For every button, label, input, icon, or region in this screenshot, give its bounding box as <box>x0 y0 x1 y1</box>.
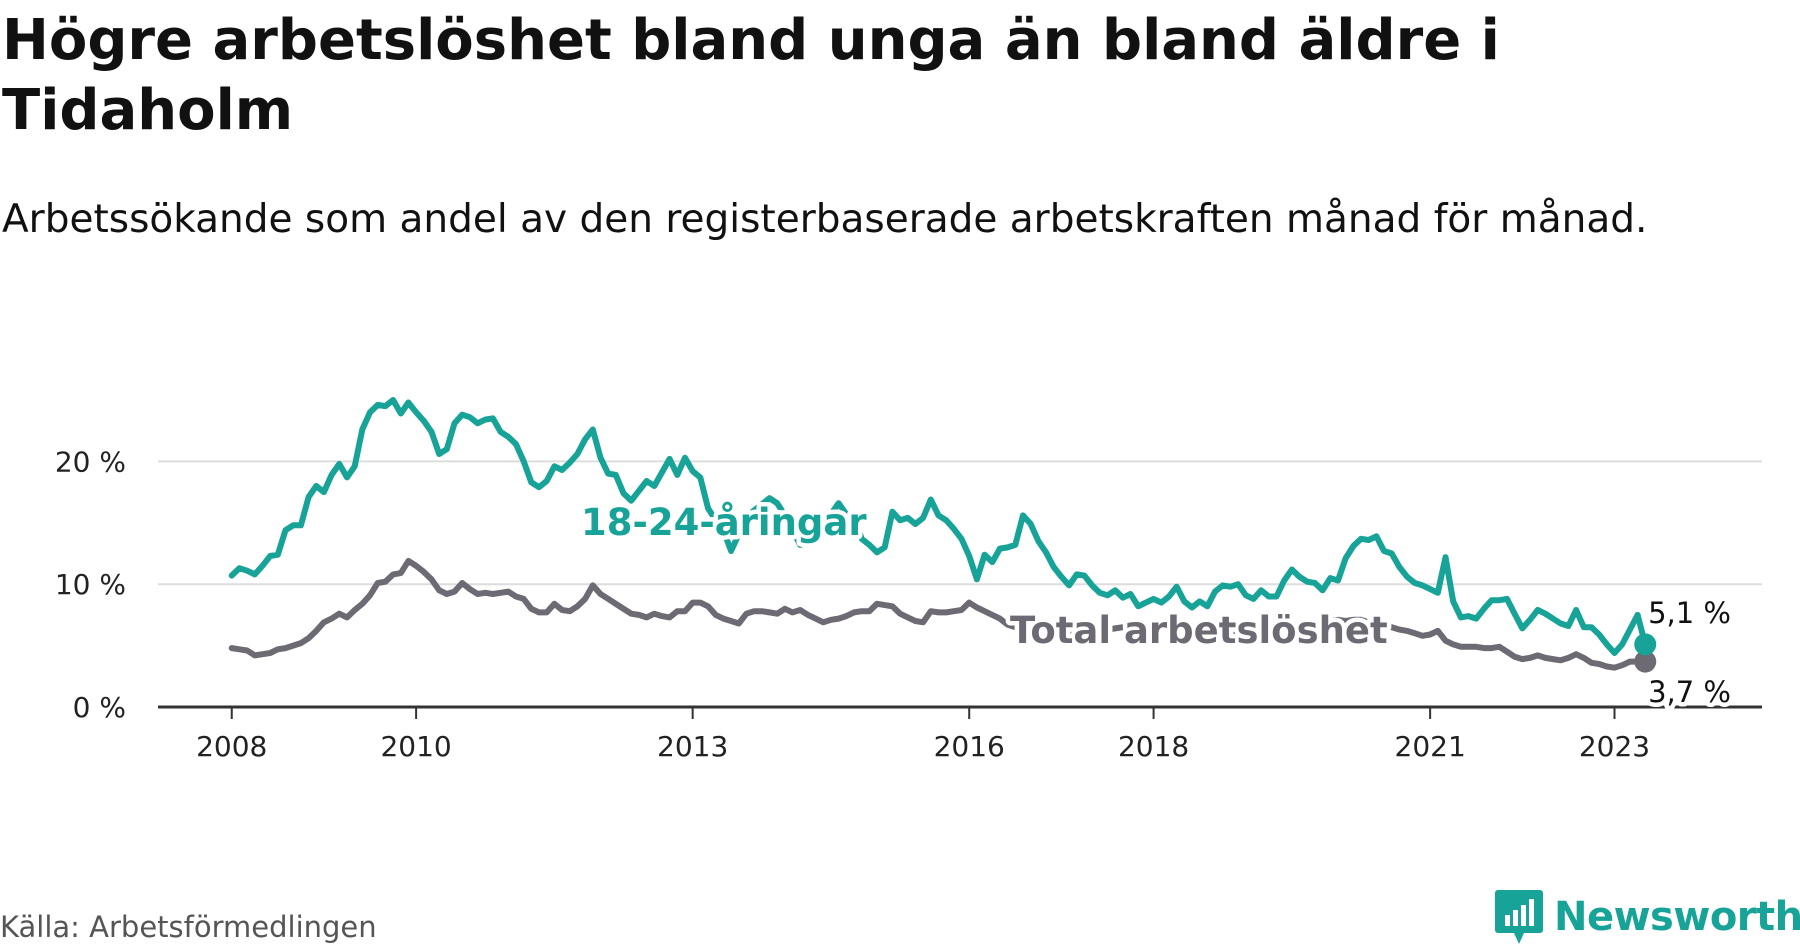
end-label-youth-halo: 5,1 % <box>1648 596 1731 630</box>
series-lines <box>228 397 1657 673</box>
end-label-total: 3,7 % <box>1648 675 1731 709</box>
end-point-total <box>1634 650 1657 673</box>
end-label-total-halo: 3,7 % <box>1648 675 1731 709</box>
x-tick-label-2023: 2023 <box>1579 730 1650 763</box>
end-label-youth: 5,1 % <box>1648 596 1731 630</box>
brand-logo: Newsworthy <box>1494 884 1800 948</box>
y-tick-label-0: 0 % <box>73 691 126 724</box>
newsworthy-logo-icon <box>1495 890 1543 944</box>
x-tick-label-2013: 2013 <box>657 730 728 763</box>
x-tick-label-2018: 2018 <box>1118 730 1189 763</box>
y-axis-tick-labels: 0 % 10 % 20 % <box>55 445 126 724</box>
x-tick-label-2021: 2021 <box>1395 730 1466 763</box>
x-tick-label-2008: 2008 <box>196 730 267 763</box>
end-point-youth <box>1634 633 1657 656</box>
y-tick-label-20: 20 % <box>55 445 126 478</box>
series-line-total <box>228 557 1649 671</box>
series-label-total-halo: Total arbetslöshet <box>1010 609 1388 652</box>
x-tick-label-2016: 2016 <box>934 730 1005 763</box>
x-axis: 2008 2010 2013 2016 2018 2021 2023 <box>158 705 1762 763</box>
chart-title: Högre arbetslöshet bland unga än bland ä… <box>2 8 1500 143</box>
series-line-youth <box>228 397 1649 656</box>
series-label-total: Total arbetslöshet <box>1010 609 1388 652</box>
series-label-youth: 18-24-åringar <box>581 501 867 544</box>
series-label-youth-halo: 18-24-åringar <box>581 501 867 544</box>
gridlines <box>158 460 1762 586</box>
chart-subtitle: Arbetssökande som andel av den registerb… <box>2 197 1648 242</box>
x-tick-label-2010: 2010 <box>380 730 451 763</box>
brand-name: Newsworthy <box>1554 894 1800 940</box>
source-note: Källa: Arbetsförmedlingen <box>0 910 377 944</box>
y-tick-label-10: 10 % <box>55 568 126 601</box>
